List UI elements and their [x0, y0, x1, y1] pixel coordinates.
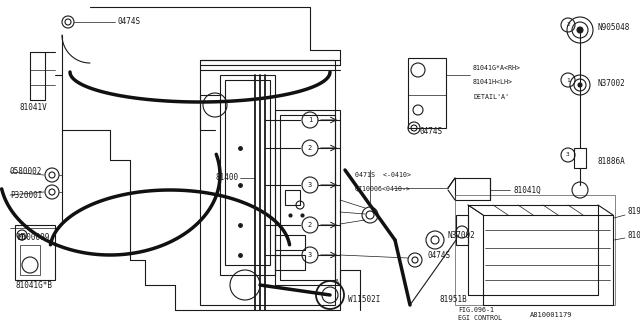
Text: Q710006<0410->: Q710006<0410-> [355, 185, 411, 191]
Text: N905048: N905048 [597, 23, 629, 33]
Text: 1: 1 [566, 77, 570, 83]
Bar [275, 110, 340, 285]
Text: 0580002: 0580002 [10, 167, 42, 177]
Circle shape [577, 27, 583, 33]
Text: 1: 1 [308, 117, 312, 123]
Bar [468, 205, 598, 295]
Bar [455, 195, 615, 305]
Text: A810001179: A810001179 [530, 312, 573, 318]
Text: P32000I: P32000I [10, 190, 42, 199]
Text: 81041G*A<RH>: 81041G*A<RH> [473, 65, 521, 71]
Text: M000099: M000099 [18, 233, 51, 242]
Bar [200, 60, 335, 305]
Text: 81886A: 81886A [597, 157, 625, 166]
Text: N37002: N37002 [597, 78, 625, 87]
Bar [280, 115, 335, 280]
Text: A: A [335, 279, 339, 285]
Bar [275, 235, 305, 250]
Bar [220, 75, 275, 275]
Bar [225, 80, 270, 265]
Text: FIG.096-1: FIG.096-1 [458, 307, 494, 313]
Text: 81041Q: 81041Q [513, 186, 541, 195]
Bar [285, 190, 300, 205]
Text: 81041G*B: 81041G*B [15, 281, 52, 290]
Text: 0474S: 0474S [420, 127, 443, 137]
Bar [20, 245, 40, 275]
Text: 81400: 81400 [215, 173, 238, 182]
Text: 3: 3 [308, 252, 312, 258]
Text: 0474S: 0474S [118, 18, 141, 27]
Bar [275, 255, 305, 270]
Text: 0471S  <-0410>: 0471S <-0410> [355, 172, 411, 178]
Text: 2: 2 [566, 22, 570, 28]
Bar [408, 58, 446, 128]
Bar [455, 178, 490, 200]
Text: N37002: N37002 [448, 230, 476, 239]
Circle shape [578, 83, 582, 87]
Bar [456, 215, 468, 245]
Bar [15, 225, 55, 280]
Text: 81041D: 81041D [628, 230, 640, 239]
Text: 81041H<LH>: 81041H<LH> [473, 79, 513, 85]
Text: 0474S: 0474S [428, 251, 451, 260]
Text: 2: 2 [308, 222, 312, 228]
Text: 2: 2 [308, 145, 312, 151]
Text: W11502I: W11502I [348, 295, 380, 305]
Text: 3: 3 [308, 182, 312, 188]
Text: 81951B: 81951B [440, 295, 468, 305]
Text: 81951C: 81951C [628, 207, 640, 217]
Text: EGI CONTROL: EGI CONTROL [458, 315, 502, 320]
Text: 81041V: 81041V [20, 103, 48, 113]
Text: DETAIL'A': DETAIL'A' [473, 94, 509, 100]
Bar [574, 148, 586, 168]
Text: 3: 3 [566, 153, 570, 157]
